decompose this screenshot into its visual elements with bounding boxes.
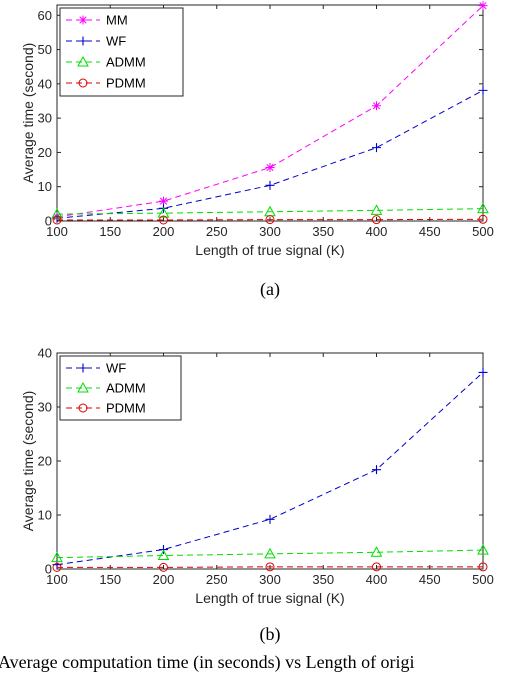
x-tick-label: 150	[99, 224, 121, 239]
data-point-wf	[265, 514, 275, 524]
y-tick-label: 0	[45, 214, 52, 229]
x-tick-label: 400	[366, 572, 388, 587]
chart-2: 100 150 200 250 300 350 400 450 500 0 10 20 30 40 Leng…	[20, 346, 494, 646]
data-point-wf	[372, 143, 381, 153]
subplot-label: (a)	[260, 279, 280, 300]
x-tick-label: 100	[46, 572, 68, 587]
series-pdmm	[52, 214, 488, 225]
data-point-pdmm	[478, 562, 488, 572]
data-point-wf	[478, 367, 488, 377]
x-tick-label: 300	[259, 224, 281, 239]
series-line-pdmm	[57, 566, 483, 568]
series-pdmm	[52, 562, 488, 572]
x-tick-label: 250	[206, 572, 228, 587]
data-point-admm	[477, 202, 489, 214]
series-line-admm	[56, 549, 484, 559]
legend-label-admm: ADMM	[106, 381, 146, 396]
data-point-admm	[264, 547, 276, 559]
data-point-admm	[51, 551, 63, 563]
x-tick-label: 350	[312, 572, 334, 587]
y-tick-label: 30	[38, 111, 52, 126]
data-point-mm	[372, 101, 381, 111]
series-line-admm	[56, 208, 484, 215]
y-tick-label: 0	[45, 562, 52, 577]
x-tick-label: 250	[206, 224, 228, 239]
legend-label-wf: WF	[106, 34, 126, 49]
data-point-admm	[477, 544, 489, 555]
series-line-wf	[56, 372, 484, 566]
data-point-pdmm	[159, 562, 168, 572]
y-tick-label: 40	[38, 76, 52, 91]
figure-caption: Average computation time (in seconds) vs…	[0, 652, 415, 673]
x-tick-label: 200	[153, 572, 175, 587]
x-tick-label: 500	[472, 224, 494, 239]
data-point-pdmm	[52, 562, 62, 572]
data-point-admm	[157, 207, 170, 218]
x-tick-label: 450	[419, 572, 441, 587]
y-tick-label: 30	[38, 400, 52, 415]
x-tick-label: 450	[419, 224, 441, 239]
legend-marker-admm	[77, 55, 89, 67]
data-point-pdmm	[478, 214, 488, 224]
legend-label-pdmm: PDMM	[106, 76, 146, 91]
x-axis-label: Length of true signal (K)	[195, 590, 344, 606]
x-tick-label: 150	[99, 572, 121, 587]
legend-marker-pdmm	[78, 78, 88, 88]
data-point-pdmm	[52, 215, 62, 225]
data-point-admm	[51, 208, 63, 219]
legend-marker-wf	[78, 36, 88, 46]
x-axis-label: Length of true signal (K)	[195, 242, 344, 258]
series-line-pdmm	[57, 218, 484, 221]
y-tick-label: 10	[38, 179, 52, 194]
y-tick-label: 10	[38, 508, 52, 523]
data-point-pdmm	[265, 215, 275, 225]
legend-label-admm: ADMM	[106, 55, 146, 70]
y-tick-label: 40	[38, 346, 52, 361]
x-tick-label: 350	[312, 224, 334, 239]
y-tick-label: 20	[38, 145, 52, 160]
data-point-admm	[370, 546, 383, 557]
x-tick-label: 500	[472, 572, 494, 587]
chart-1: 100 150 200 250 300 350 400 450 500 0 10 20 30 40 50 60…	[20, 1, 494, 300]
series-admm	[51, 544, 489, 563]
data-point-mm	[478, 1, 488, 11]
legend-marker-wf	[78, 363, 88, 373]
data-point-pdmm	[265, 562, 275, 572]
legend: MM WF ADMM PDMM	[59, 7, 184, 97]
data-point-wf	[478, 85, 488, 95]
x-tick-label: 300	[259, 572, 281, 587]
legend-marker-mm	[78, 15, 88, 25]
y-tick-label: 50	[38, 42, 52, 57]
legend-marker-admm	[77, 381, 89, 393]
y-tick-label: 20	[38, 454, 52, 469]
data-point-mm	[159, 196, 168, 206]
legend-marker-pdmm	[78, 403, 88, 413]
y-tick-label: 60	[38, 8, 52, 23]
data-point-pdmm	[372, 562, 381, 572]
y-axis-label: Average time (second)	[20, 43, 36, 184]
legend-label-wf: WF	[106, 361, 126, 376]
data-point-admm	[157, 549, 170, 560]
x-tick-label: 400	[366, 224, 388, 239]
series-wf	[52, 367, 488, 570]
data-point-mm	[265, 163, 275, 173]
legend: WF ADMM PDMM	[59, 355, 182, 421]
legend-label-mm: MM	[106, 13, 128, 28]
x-tick-label: 200	[153, 224, 175, 239]
data-point-pdmm	[372, 215, 381, 225]
data-point-admm	[370, 204, 383, 215]
subplot-label: (b)	[260, 624, 281, 645]
series-line-mm	[56, 5, 484, 218]
legend-label-pdmm: PDMM	[106, 401, 146, 416]
data-point-wf	[265, 180, 275, 190]
data-point-pdmm	[159, 215, 168, 225]
y-axis-label: Average time (second)	[20, 391, 36, 532]
x-tick-label: 100	[46, 224, 68, 239]
data-point-wf	[372, 465, 381, 475]
